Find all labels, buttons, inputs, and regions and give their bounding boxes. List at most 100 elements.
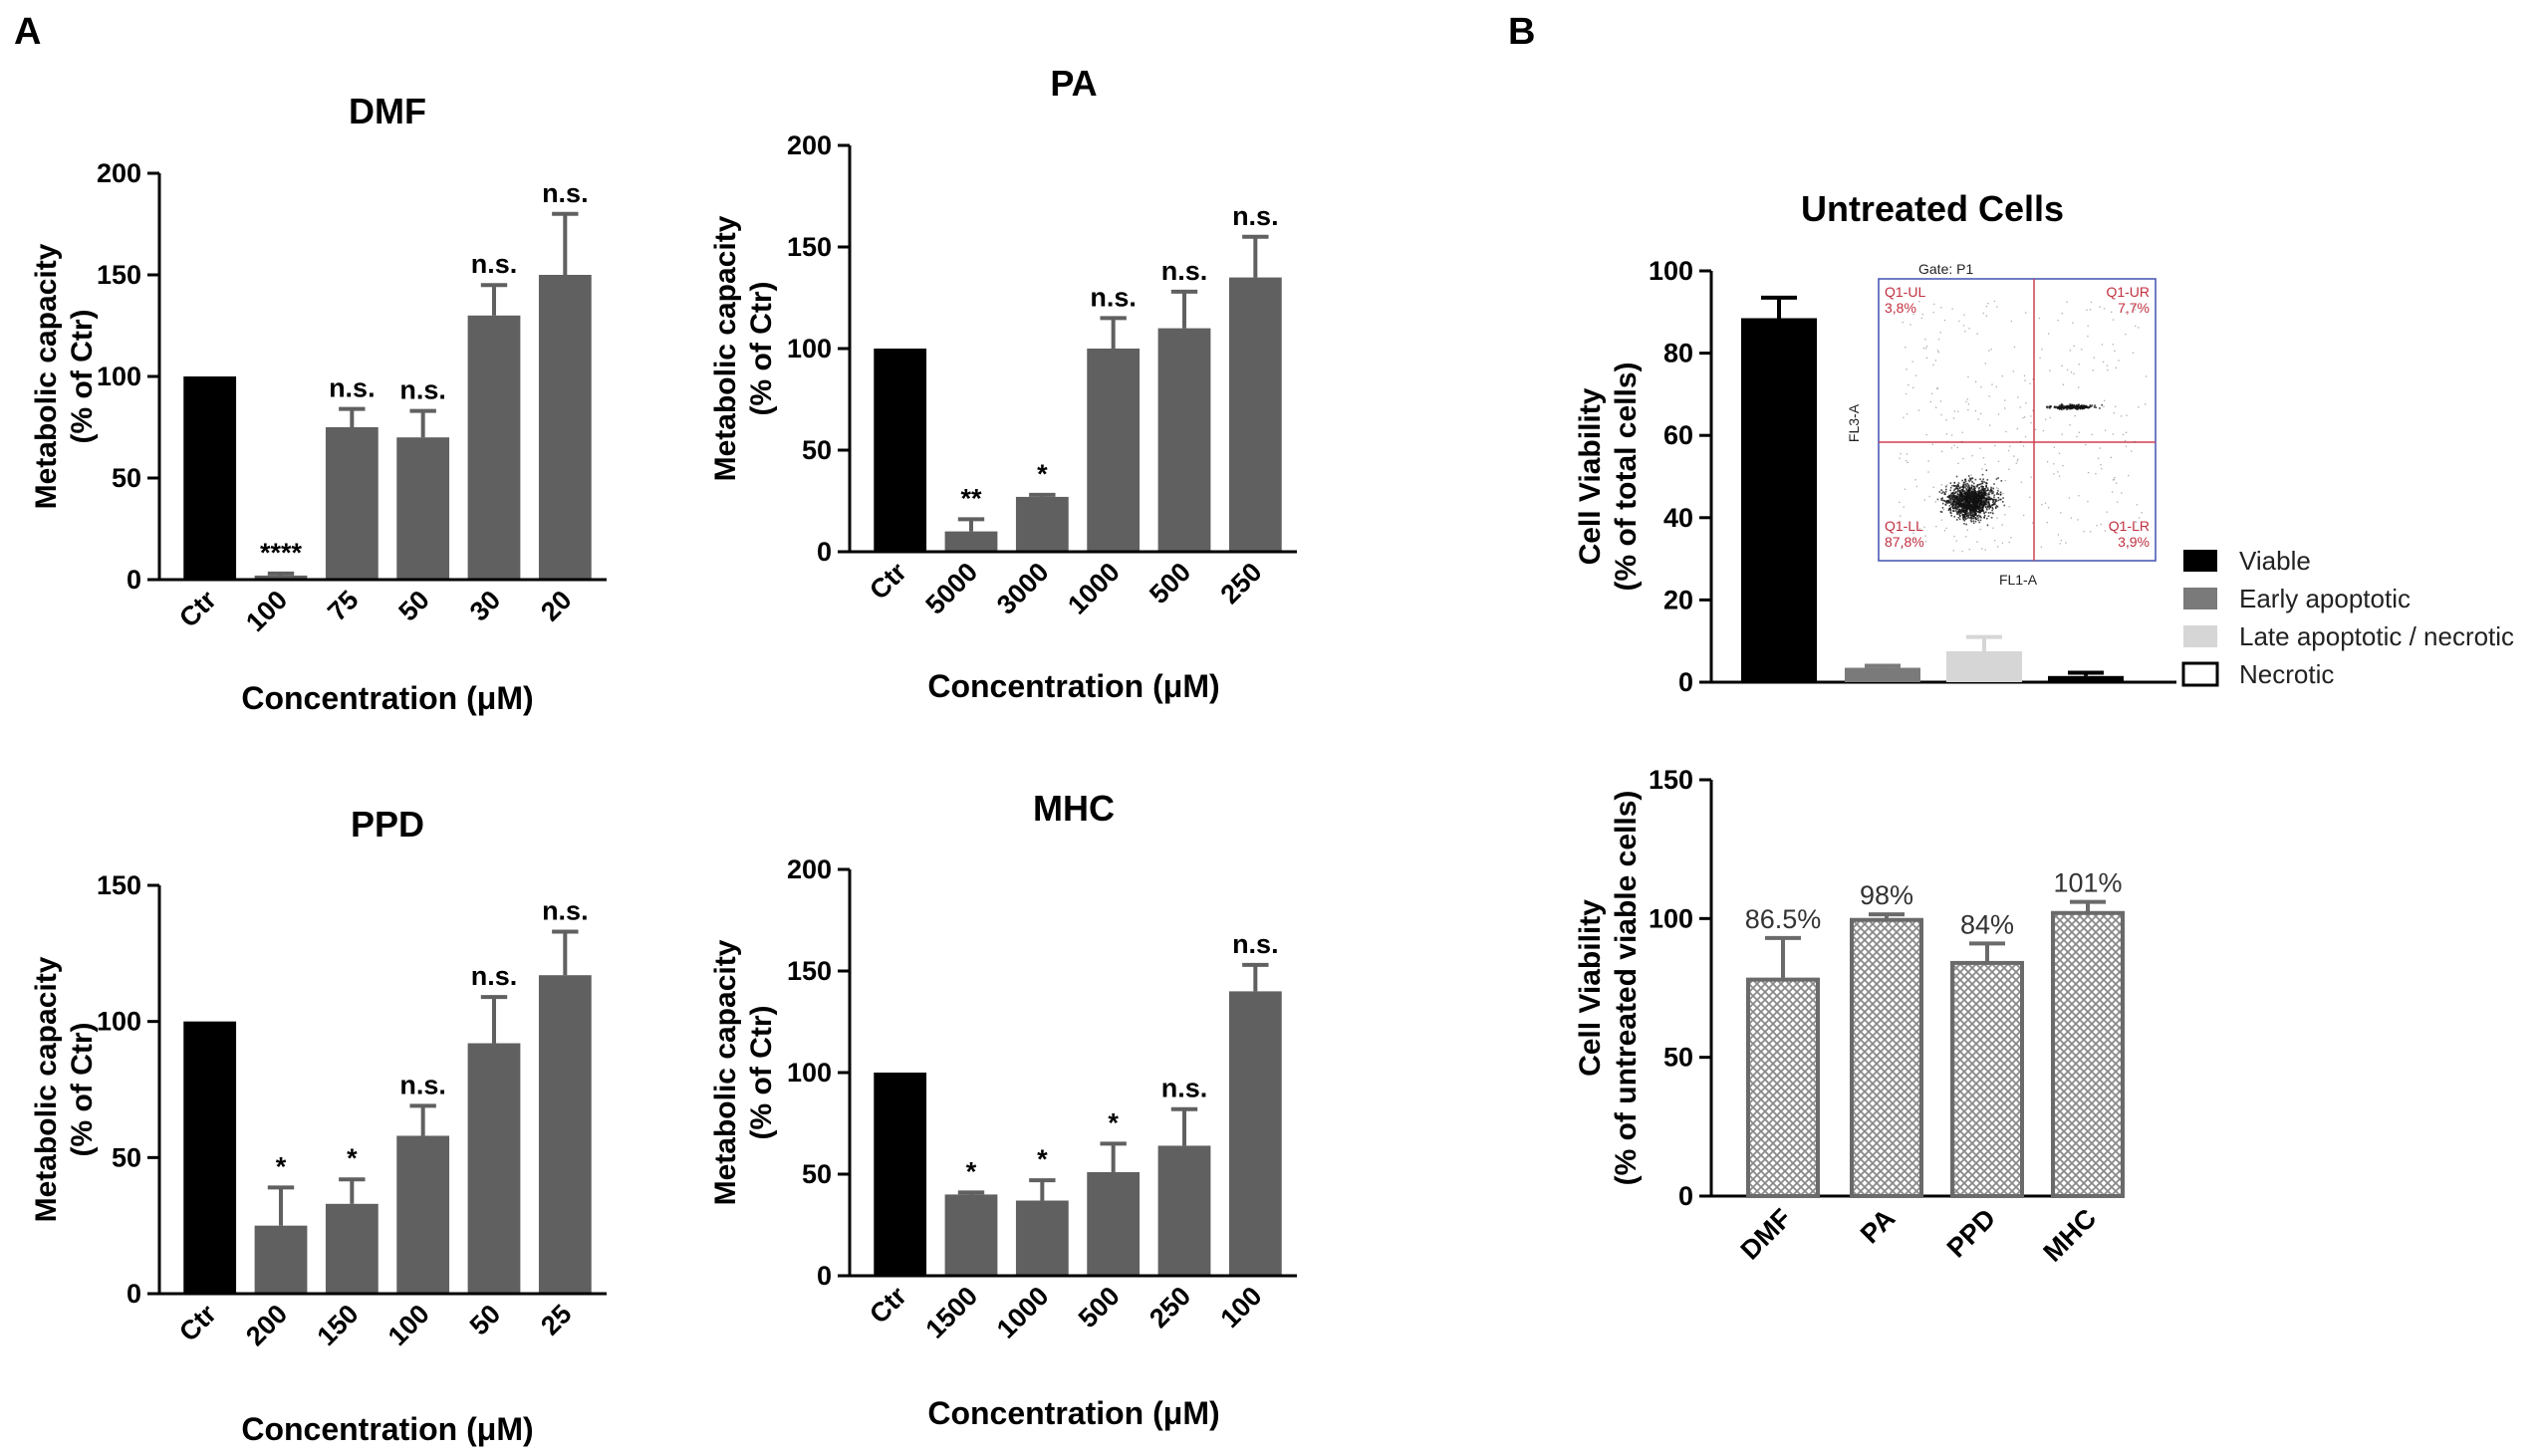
quadrant-label: Q1-LL <box>1885 518 1923 534</box>
event-dot <box>1985 500 1988 502</box>
event-dot <box>1957 497 1960 499</box>
event-dot <box>1993 496 1995 499</box>
event-dot <box>1936 350 1939 352</box>
event-dot <box>1944 504 1947 506</box>
event-dot <box>1953 535 1955 538</box>
event-dot <box>1961 508 1963 510</box>
y-tick-label: 50 <box>112 463 141 493</box>
event-dot <box>1948 508 1950 511</box>
event-dot <box>1979 506 1982 509</box>
event-dot <box>1975 518 1978 521</box>
event-dot <box>1962 492 1965 495</box>
event-dot <box>2074 414 2076 417</box>
event-dot <box>2068 497 2071 499</box>
event-dot <box>1995 487 1998 489</box>
event-dot <box>1994 501 1996 504</box>
event-dot <box>1995 500 1998 502</box>
event-dot <box>2058 475 2061 477</box>
event-dot <box>1981 500 1984 503</box>
event-dot <box>1978 505 1981 507</box>
event-dot <box>1971 514 1974 517</box>
event-dot <box>1985 489 1988 492</box>
event-dot <box>1982 497 1985 500</box>
event-dot <box>2103 399 2106 401</box>
event-dot <box>1975 510 1978 513</box>
event-dot <box>1975 508 1977 511</box>
event-dot <box>2059 543 2061 545</box>
event-dot <box>1971 513 1974 516</box>
event-dot <box>1987 302 1989 305</box>
event-dot <box>1960 491 1962 494</box>
event-dot <box>1940 499 1943 501</box>
event-dot <box>2056 406 2059 409</box>
event-dot <box>1958 508 1960 511</box>
event-dot <box>2040 546 2043 548</box>
event-dot <box>1974 478 1977 481</box>
event-dot <box>1957 485 1959 488</box>
quadrant-percent: 3,9% <box>2118 534 2150 550</box>
event-dot <box>1978 494 1981 497</box>
event-dot <box>1959 499 1961 501</box>
event-dot <box>2115 482 2118 484</box>
event-dot <box>1923 526 1925 529</box>
event-dot <box>1924 339 1926 341</box>
y-tick-label: 60 <box>1663 420 1693 450</box>
y-tick-label: 50 <box>112 1142 141 1172</box>
event-dot <box>2085 443 2087 446</box>
event-dot <box>1963 497 1966 500</box>
event-dot <box>1932 311 1934 314</box>
y-axis-label-line: (% of Ctr) <box>66 1023 99 1157</box>
event-dot <box>1992 488 1995 490</box>
event-dot <box>1955 487 1957 489</box>
event-dot <box>1969 487 1972 489</box>
event-dot <box>2062 404 2064 406</box>
event-dot <box>1956 493 1959 495</box>
event-dot <box>1958 502 1961 505</box>
event-dot <box>1974 502 1977 505</box>
event-dot <box>1974 520 1977 523</box>
event-dot <box>1983 517 1986 519</box>
event-dot <box>1963 507 1965 510</box>
event-dot <box>1951 308 1953 310</box>
event-dot <box>2106 511 2108 513</box>
event-dot <box>2090 405 2093 408</box>
event-dot <box>1965 504 1967 507</box>
legend-label: Necrotic <box>2239 659 2334 689</box>
event-dot <box>2099 407 2101 409</box>
category-label: 30 <box>464 585 506 626</box>
event-dot <box>1966 495 1969 497</box>
event-dot <box>2049 406 2051 409</box>
event-dot <box>1925 346 1928 348</box>
y-tick-label: 100 <box>1649 256 1693 286</box>
event-dot <box>2100 463 2102 466</box>
event-dot <box>1964 495 1966 498</box>
event-dot <box>1977 490 1979 493</box>
y-axis-label: Metabolic capacity (% of Ctr) <box>30 956 99 1222</box>
event-dot <box>1943 319 1946 322</box>
event-dot <box>1958 513 1960 516</box>
event-dot <box>1963 505 1966 507</box>
event-dot <box>1963 519 1966 522</box>
event-dot <box>1975 512 1977 515</box>
event-dot <box>1960 494 1963 497</box>
event-dot <box>1970 487 1972 489</box>
event-dot <box>2060 406 2062 409</box>
event-dot <box>1961 431 1963 433</box>
event-dot <box>1948 498 1951 501</box>
bar-100 <box>1228 991 1282 1276</box>
percent-label: 84% <box>1960 909 2014 939</box>
event-dot <box>2046 406 2048 408</box>
event-dot <box>2090 301 2093 304</box>
event-dot <box>1947 509 1950 512</box>
event-dot <box>2063 407 2066 409</box>
event-dot <box>2064 405 2066 407</box>
event-dot <box>1953 488 1956 491</box>
event-dot <box>1984 492 1986 495</box>
event-dot <box>1934 406 1937 408</box>
y-axis-label-line: Metabolic capacity <box>709 939 742 1205</box>
event-dot <box>1986 489 1989 492</box>
event-dot <box>1952 503 1955 505</box>
event-dot <box>1966 500 1968 503</box>
event-dot <box>1956 490 1959 493</box>
chart-dmf: DMF 0 50 100 150 200 Metabolic capacity (% of C… <box>30 91 607 716</box>
